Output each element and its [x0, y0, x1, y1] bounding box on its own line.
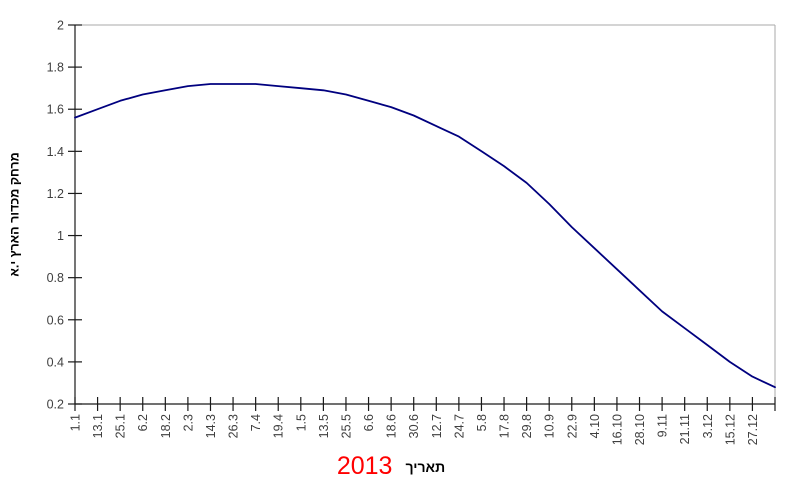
x-tick-label: 15.12	[723, 414, 737, 445]
y-tick-label: 1.4	[47, 145, 64, 159]
y-axis-title: מרחק מכדור הארץ י.א	[7, 152, 22, 277]
x-tick-label: 19.4	[272, 414, 286, 438]
x-tick-label: 13.1	[91, 414, 105, 438]
x-tick-label: 12.7	[430, 414, 444, 438]
x-tick-label: 24.7	[452, 414, 466, 438]
y-tick-label: 1.2	[47, 187, 64, 201]
x-tick-label: 1.1	[69, 414, 83, 431]
x-tick-label: 14.3	[204, 414, 218, 438]
x-tick-label: 28.10	[633, 414, 647, 445]
x-tick-label: 25.5	[339, 414, 353, 438]
x-axis-title: תאריך 2013	[337, 452, 445, 481]
x-tick-label: 22.9	[565, 414, 579, 438]
x-tick-label: 26.3	[227, 414, 241, 438]
x-tick-label: 18.2	[159, 414, 173, 438]
x-tick-label: 18.6	[385, 414, 399, 438]
x-axis-title-label: תאריך	[405, 458, 446, 475]
x-tick-label: 1.5	[294, 414, 308, 431]
x-tick-label: 17.8	[498, 414, 512, 438]
y-tick-label: 0.6	[47, 313, 64, 327]
x-tick-label: 25.1	[114, 414, 128, 438]
y-tick-label: 0.4	[47, 355, 64, 369]
x-tick-label: 16.10	[610, 414, 624, 445]
x-tick-label: 6.6	[362, 414, 376, 431]
x-tick-label: 2.3	[181, 414, 195, 431]
y-tick-label: 1.6	[47, 103, 64, 117]
x-tick-label: 6.2	[136, 414, 150, 431]
x-tick-label: 13.5	[317, 414, 331, 438]
x-tick-label: 21.11	[678, 414, 692, 444]
y-tick-label: 2	[57, 19, 64, 33]
x-tick-label: 10.9	[543, 414, 557, 438]
x-tick-label: 4.10	[588, 414, 602, 438]
y-tick-label: 1.8	[47, 61, 64, 75]
y-tick-label: 0.8	[47, 271, 64, 285]
x-tick-label: 5.8	[475, 414, 489, 431]
x-axis-year-label: 2013	[336, 452, 393, 480]
x-tick-label: 7.4	[249, 414, 263, 431]
y-tick-label: 1	[57, 229, 64, 243]
y-tick-label: 0.2	[47, 398, 64, 412]
x-tick-label: 9.11	[656, 414, 670, 437]
x-tick-label: 3.12	[701, 414, 715, 438]
x-tick-label: 29.8	[520, 414, 534, 438]
data-line	[74, 83, 776, 389]
x-tick-label: 27.12	[746, 414, 760, 445]
x-tick-label: 30.6	[407, 414, 421, 438]
